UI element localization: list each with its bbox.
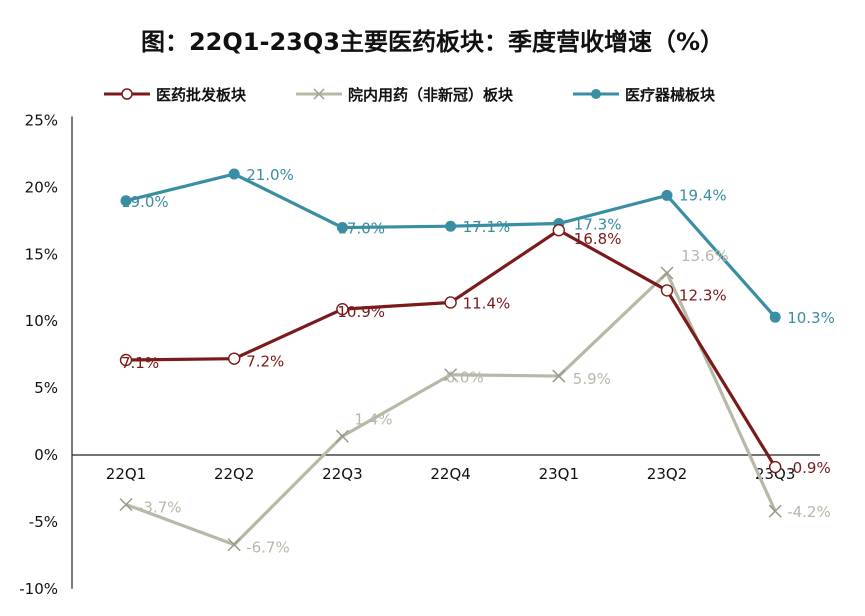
data-point <box>769 460 782 474</box>
data-point <box>552 369 566 383</box>
y-tick-label: 15% <box>25 245 58 263</box>
y-tick-label: 25% <box>25 112 58 130</box>
data-label: -0.9% <box>787 459 831 477</box>
legend-item-wholesale: 医药批发板块 <box>104 80 246 108</box>
legend-label-wholesale: 医药批发板块 <box>156 85 247 104</box>
data-label: 17.3% <box>574 216 622 234</box>
legend-line-circle-icon <box>104 88 150 100</box>
data-label: -3.7% <box>138 499 182 517</box>
legend-line-dot-icon <box>573 89 619 99</box>
legend: 医药批发板块 院内用药（非新冠）板块 医疗器械板块 <box>0 80 865 108</box>
data-label: 7.1% <box>121 354 159 372</box>
data-point <box>120 195 132 207</box>
y-tick-label: 10% <box>25 312 58 330</box>
data-label: 17.1% <box>463 218 511 236</box>
data-point <box>445 220 457 232</box>
legend-line-x-icon <box>296 88 342 100</box>
data-label: 12.3% <box>679 286 727 304</box>
data-point <box>444 368 458 382</box>
y-tick-label: 0% <box>34 446 58 464</box>
data-label: 13.6% <box>681 247 729 265</box>
y-tick-label: -10% <box>19 580 58 598</box>
x-tick-label: 23Q2 <box>647 465 687 483</box>
data-label: 19.0% <box>121 193 169 211</box>
legend-item-device: 医疗器械板块 <box>573 80 715 108</box>
data-point <box>335 429 349 443</box>
data-point <box>228 168 240 180</box>
data-label: 19.4% <box>679 186 727 204</box>
data-label: 1.4% <box>354 410 392 428</box>
data-point <box>336 302 349 316</box>
data-label: 6.0% <box>446 369 484 387</box>
y-tick-label: -5% <box>29 513 58 531</box>
data-label: 7.2% <box>246 353 284 371</box>
series-line <box>125 271 777 547</box>
x-tick-label: 22Q2 <box>214 465 254 483</box>
y-tick-label: 5% <box>34 379 58 397</box>
data-label: 5.9% <box>573 370 611 388</box>
data-label: -4.2% <box>787 503 831 521</box>
data-point <box>661 189 673 201</box>
data-label: 10.3% <box>787 309 835 327</box>
x-tick-label: 22Q1 <box>106 465 146 483</box>
data-point <box>552 224 565 237</box>
x-tick-label: 23Q1 <box>539 465 579 483</box>
x-tick-label: 23Q3 <box>755 465 795 483</box>
y-tick-label: 20% <box>25 178 58 196</box>
data-label: 11.4% <box>463 294 511 312</box>
data-label: 10.9% <box>337 303 385 321</box>
data-label: 21.0% <box>246 166 294 184</box>
data-point <box>769 311 781 323</box>
data-point <box>227 538 241 552</box>
data-point <box>660 284 674 297</box>
chart-title: 图：22Q1-23Q3主要医药板块：季度营收增速（%） <box>140 28 724 56</box>
data-point <box>119 497 133 512</box>
series-line <box>125 228 777 468</box>
legend-item-hospital-drug: 院内用药（非新冠）板块 <box>296 80 513 108</box>
data-point <box>768 504 782 518</box>
data-point <box>444 296 457 309</box>
x-tick-label: 22Q4 <box>430 465 470 483</box>
data-label: 17.0% <box>337 220 385 238</box>
data-point <box>119 353 133 367</box>
data-label: 16.8% <box>574 230 622 248</box>
x-tick-label: 22Q3 <box>322 465 362 483</box>
data-point <box>336 222 348 234</box>
legend-label-hospital-drug: 院内用药（非新冠）板块 <box>348 85 514 104</box>
legend-label-device: 医疗器械板块 <box>625 85 716 104</box>
data-point <box>227 352 241 365</box>
data-label: -6.7% <box>246 539 290 557</box>
data-point <box>660 266 674 280</box>
